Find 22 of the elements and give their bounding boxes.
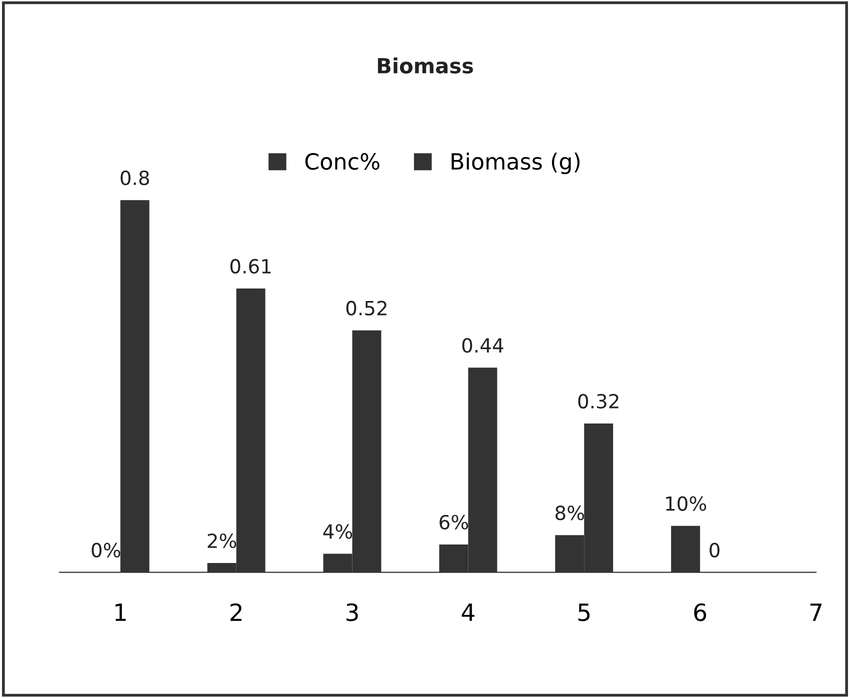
x-tick-label: 7 bbox=[810, 604, 822, 621]
data-label: 0.61 bbox=[230, 258, 271, 274]
x-tick-label: 2 bbox=[230, 603, 242, 621]
x-tick-label: 6 bbox=[694, 603, 706, 622]
legend-label: Biomass (g) bbox=[452, 152, 580, 174]
data-label: 0.8 bbox=[120, 170, 149, 186]
data-label: 0.52 bbox=[346, 300, 386, 316]
data-label: 0.44 bbox=[462, 338, 504, 353]
data-label: 10% bbox=[666, 496, 706, 511]
data-label: 8% bbox=[556, 506, 584, 520]
x-tick-label: 4 bbox=[462, 604, 474, 621]
x-tick-label: 1 bbox=[115, 604, 126, 621]
legend-label: Conc% bbox=[305, 153, 380, 170]
data-label: 4% bbox=[323, 524, 352, 539]
x-tick-label: 5 bbox=[578, 604, 590, 622]
data-label: 2% bbox=[208, 533, 236, 548]
data-label: 0.32 bbox=[578, 394, 618, 409]
chart-title: Biomass bbox=[378, 57, 473, 74]
data-label: 6% bbox=[440, 514, 468, 530]
data-label: 0 bbox=[710, 542, 720, 558]
data-label: 0% bbox=[92, 542, 120, 558]
x-tick-label: 3 bbox=[346, 603, 358, 622]
